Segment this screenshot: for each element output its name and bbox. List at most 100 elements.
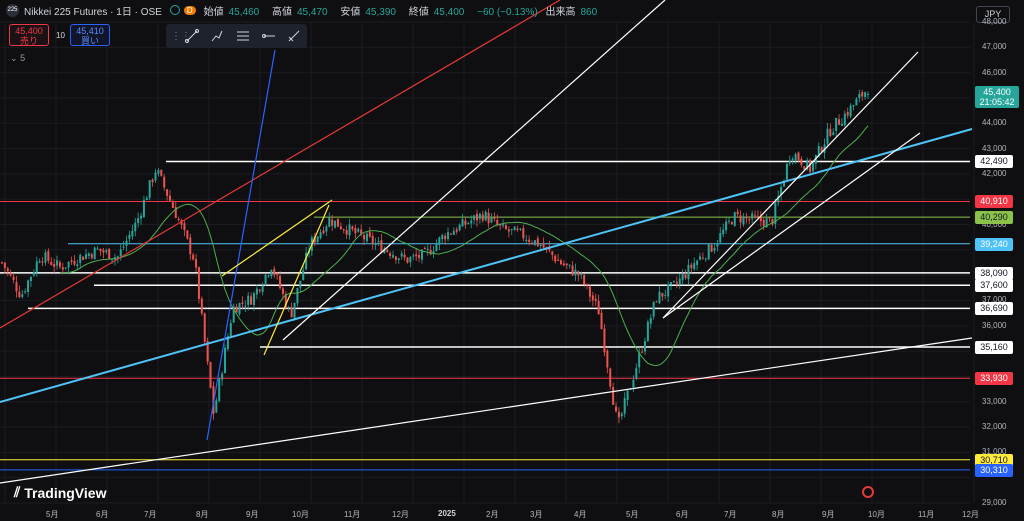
candle-body: [270, 270, 273, 277]
indicators-toggle[interactable]: ⌄ 5: [10, 53, 25, 64]
trendline-white-upper[interactable]: [282, 0, 666, 341]
trendline-blue[interactable]: [206, 49, 276, 441]
candle-body: [777, 196, 780, 203]
candle-body: [79, 254, 82, 263]
candle-body: [32, 272, 35, 276]
candle-body: [577, 271, 580, 276]
candle-body: [670, 282, 673, 285]
reorder-icon[interactable]: ⋮⋮: [171, 30, 191, 42]
candle-body: [250, 296, 253, 305]
candle-body: [710, 244, 713, 252]
channel-upper[interactable]: [662, 51, 919, 319]
candle-body: [499, 224, 502, 226]
candle-body: [597, 300, 600, 315]
candle-body: [351, 226, 354, 230]
tradingview-wordmark: TradingView: [24, 484, 107, 501]
candle-body: [502, 224, 505, 226]
candle-body: [232, 306, 235, 323]
candle-body: [189, 237, 192, 255]
data-badge[interactable]: D: [183, 5, 196, 15]
candle-body: [470, 220, 473, 224]
candle-body: [635, 368, 638, 379]
candle-body: [716, 243, 719, 247]
candle-body: [756, 215, 759, 217]
symbol-title[interactable]: Nikkei 225 Futures · 1日 · OSE: [24, 6, 162, 18]
candle-body: [733, 212, 736, 226]
price-level-label: 35,160: [975, 341, 1013, 355]
candle-body: [603, 328, 606, 353]
replay-icon[interactable]: [862, 486, 874, 498]
trendline-cyan[interactable]: [0, 128, 973, 403]
time-tick: 12月: [392, 510, 409, 519]
candle-body: [736, 211, 739, 215]
candle-body: [768, 217, 771, 219]
time-tick: 11月: [344, 510, 361, 519]
candle-body: [606, 350, 609, 368]
candle-body: [565, 263, 568, 266]
currency-selector[interactable]: JPY: [976, 6, 1010, 23]
price-level-label: 39,240: [975, 237, 1013, 251]
candle-body: [252, 293, 255, 306]
price-level-label: 42,490: [975, 155, 1013, 169]
candle-body: [432, 251, 435, 254]
price-tick: 36,000: [982, 320, 1007, 330]
chart-header: 225 Nikkei 225 Futures · 1日 · OSE D 始値 45…: [0, 0, 607, 20]
symbol-logo[interactable]: 225: [6, 3, 19, 17]
candle-body: [568, 264, 571, 266]
candle-body: [386, 249, 389, 252]
candle-body: [281, 288, 284, 294]
price-tick: 43,000: [982, 143, 1007, 153]
low-label: 安値: [340, 6, 361, 18]
candle-body: [531, 242, 534, 244]
candle-body: [363, 235, 366, 240]
trendline-yellow-lower[interactable]: [263, 204, 330, 356]
candle-body: [696, 260, 699, 266]
trendline-white-long[interactable]: [0, 337, 973, 484]
quantity-value[interactable]: 10: [56, 31, 65, 40]
candle-body: [140, 215, 143, 219]
fib-icon[interactable]: [230, 26, 256, 46]
candle-body: [429, 249, 432, 255]
candle-body: [9, 272, 12, 276]
path-icon[interactable]: [205, 26, 231, 46]
time-tick: 11月: [918, 510, 935, 519]
candle-body: [394, 256, 397, 261]
candle-body: [762, 219, 765, 227]
candle-body: [516, 228, 519, 230]
time-tick: 5月: [46, 510, 59, 519]
channel-lower[interactable]: [662, 132, 921, 319]
candle-body: [145, 197, 148, 200]
candle-body: [725, 221, 728, 231]
candle-body: [623, 398, 626, 414]
candle-body: [90, 254, 93, 258]
buy-button[interactable]: 45,410 買い: [70, 24, 110, 46]
trendline-icon[interactable]: [179, 26, 205, 46]
candle-body: [264, 274, 267, 284]
candle-body: [475, 213, 478, 221]
visibility-icon[interactable]: [169, 5, 180, 15]
tradingview-mark-icon: ⫽: [14, 484, 21, 500]
candle-body: [678, 278, 681, 285]
candle-body: [93, 247, 96, 260]
candle-body: [383, 248, 386, 253]
candle-body: [791, 158, 794, 160]
time-tick: 2025: [438, 509, 456, 518]
candle-body: [47, 251, 50, 261]
candle-body: [276, 274, 279, 276]
candle-body: [6, 268, 9, 272]
candle-body: [21, 294, 24, 297]
measure-icon[interactable]: [281, 26, 307, 46]
horizontal-ray-icon[interactable]: [256, 26, 282, 46]
candle-body: [447, 232, 450, 240]
current-price-value: 45,400: [983, 87, 1011, 97]
candle-body: [3, 262, 6, 269]
sell-button[interactable]: 45,400 売り: [9, 24, 49, 46]
trendline-yellow-upper[interactable]: [221, 199, 333, 277]
candle-body: [53, 263, 56, 267]
candle-body: [667, 284, 670, 297]
trendline-red[interactable]: [0, 0, 561, 329]
time-tick: 9月: [246, 510, 259, 519]
candle-body: [241, 302, 244, 304]
candle-body: [638, 352, 641, 368]
